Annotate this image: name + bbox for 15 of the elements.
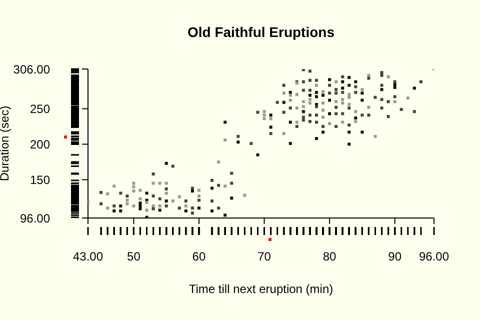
- y-tick-label: 96.00: [20, 211, 50, 226]
- y-axis-title: Duration (sec): [0, 106, 12, 182]
- y-tick-label: 200: [30, 137, 50, 152]
- x-tick-label: 50: [127, 250, 141, 264]
- x-tick-label: 96.00: [418, 250, 450, 264]
- x-axis-title: Time till next eruption (min): [188, 282, 334, 296]
- x-tick-label: 90: [388, 250, 402, 264]
- x-tick-label: 60: [192, 250, 206, 264]
- x-tick-label: 43.00: [72, 250, 104, 264]
- chart-title: Old Faithful Eruptions: [186, 24, 336, 40]
- y-tick-label: 250: [30, 102, 50, 116]
- x-tick-label: 70: [258, 250, 272, 264]
- x-tick-label: 80: [322, 250, 337, 264]
- y-tick-label: 150: [30, 172, 50, 187]
- y-tick-label: 306.00: [13, 62, 50, 76]
